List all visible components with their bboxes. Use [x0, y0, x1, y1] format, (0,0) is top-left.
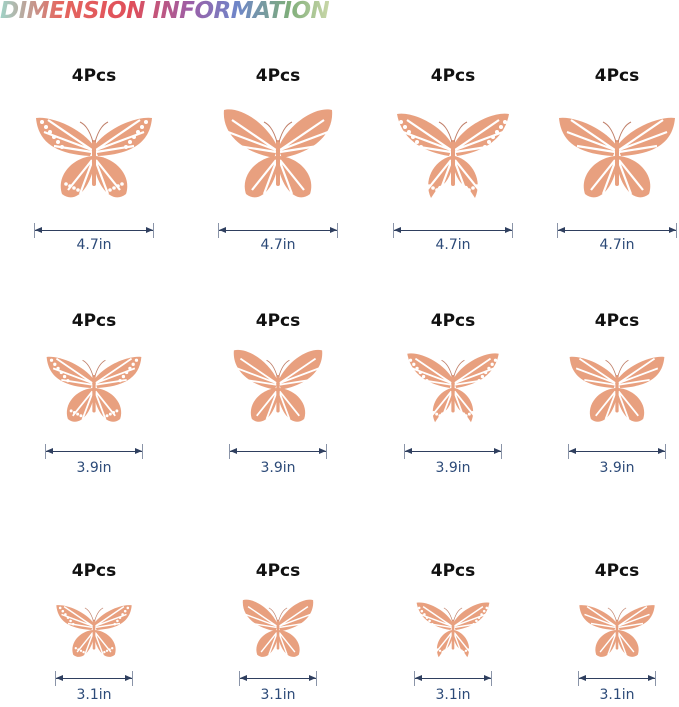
butterfly-card: 4Pcs 4.7in — [393, 0, 513, 707]
butterfly-image — [568, 343, 666, 437]
butterfly-image — [55, 596, 133, 668]
butterfly-image — [393, 100, 513, 216]
butterfly-image — [218, 100, 338, 216]
quantity-label: 4Pcs — [255, 311, 301, 331]
butterfly-image — [229, 343, 327, 437]
butterfly-card: 4Pcs 3.9in — [229, 0, 327, 707]
butterfly-image — [557, 100, 677, 216]
butterfly-image — [239, 596, 317, 668]
quantity-label: 4Pcs — [594, 311, 640, 331]
size-label: 3.1in — [260, 687, 296, 703]
quantity-label: 4Pcs — [594, 66, 640, 86]
dimension-information-title: DIMENSION INFORMATION — [0, 0, 330, 24]
quantity-label: 4Pcs — [71, 66, 117, 86]
quantity-label: 4Pcs — [594, 561, 640, 581]
quantity-label: 4Pcs — [430, 561, 476, 581]
butterfly-card: 4Pcs 3.1in — [239, 0, 317, 707]
butterfly-card: 4Pcs 3.1in — [55, 0, 133, 707]
dimension-arrow — [218, 223, 338, 238]
dimension-arrow — [404, 444, 502, 459]
size-label: 4.7in — [435, 237, 471, 253]
butterfly-card: 4Pcs 4.7in — [34, 0, 154, 707]
size-label: 4.7in — [260, 237, 296, 253]
butterfly-card: 4Pcs 3.1in — [414, 0, 492, 707]
quantity-label: 4Pcs — [430, 66, 476, 86]
dimension-arrow — [393, 223, 513, 238]
dimension-arrow — [414, 671, 492, 686]
size-label: 3.9in — [260, 460, 296, 476]
butterfly-card: 4Pcs 3.9in — [404, 0, 502, 707]
butterfly-card: 4Pcs 4.7in — [557, 0, 677, 707]
size-label: 3.9in — [599, 460, 635, 476]
quantity-label: 4Pcs — [430, 311, 476, 331]
butterfly-card: 4Pcs 3.1in — [578, 0, 656, 707]
dimension-arrow — [239, 671, 317, 686]
size-label: 4.7in — [76, 237, 112, 253]
butterfly-card: 4Pcs 3.9in — [45, 0, 143, 707]
butterfly-image — [414, 596, 492, 668]
butterfly-card: 4Pcs 3.9in — [568, 0, 666, 707]
size-label: 3.9in — [76, 460, 112, 476]
dimension-arrow — [229, 444, 327, 459]
butterfly-image — [45, 343, 143, 437]
dimension-arrow — [55, 671, 133, 686]
butterfly-image — [578, 596, 656, 668]
dimension-arrow — [557, 223, 677, 238]
butterfly-card: 4Pcs 4.7in — [218, 0, 338, 707]
quantity-label: 4Pcs — [255, 66, 301, 86]
size-label: 3.1in — [435, 687, 471, 703]
quantity-label: 4Pcs — [71, 561, 117, 581]
quantity-label: 4Pcs — [71, 311, 117, 331]
dimension-arrow — [578, 671, 656, 686]
butterfly-image — [34, 100, 154, 216]
size-label: 3.1in — [599, 687, 635, 703]
size-label: 4.7in — [599, 237, 635, 253]
quantity-label: 4Pcs — [255, 561, 301, 581]
dimension-arrow — [568, 444, 666, 459]
butterfly-image — [404, 343, 502, 437]
size-label: 3.9in — [435, 460, 471, 476]
dimension-arrow — [45, 444, 143, 459]
dimension-arrow — [34, 223, 154, 238]
size-label: 3.1in — [76, 687, 112, 703]
